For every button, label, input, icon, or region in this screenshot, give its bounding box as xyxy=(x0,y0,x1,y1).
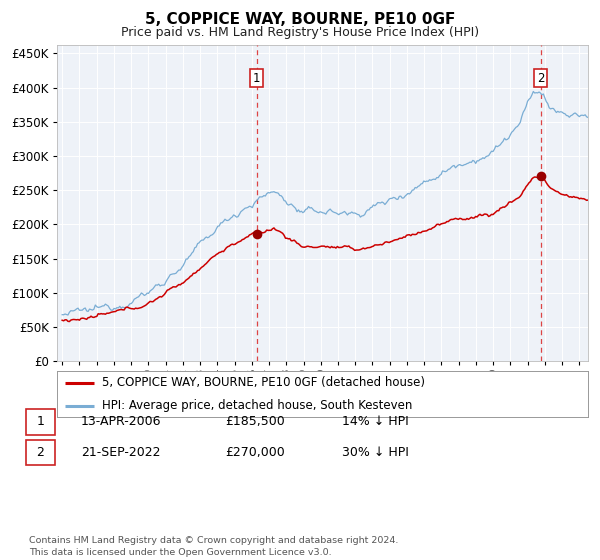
Text: £185,500: £185,500 xyxy=(225,415,285,428)
Text: Contains HM Land Registry data © Crown copyright and database right 2024.
This d: Contains HM Land Registry data © Crown c… xyxy=(29,536,398,557)
Text: 1: 1 xyxy=(253,72,260,85)
Text: 13-APR-2006: 13-APR-2006 xyxy=(81,415,161,428)
Text: 2: 2 xyxy=(36,446,44,459)
Text: 14% ↓ HPI: 14% ↓ HPI xyxy=(342,415,409,428)
Text: 30% ↓ HPI: 30% ↓ HPI xyxy=(342,446,409,459)
Text: 5, COPPICE WAY, BOURNE, PE10 0GF: 5, COPPICE WAY, BOURNE, PE10 0GF xyxy=(145,12,455,27)
Text: £270,000: £270,000 xyxy=(225,446,285,459)
Text: Price paid vs. HM Land Registry's House Price Index (HPI): Price paid vs. HM Land Registry's House … xyxy=(121,26,479,39)
Text: HPI: Average price, detached house, South Kesteven: HPI: Average price, detached house, Sout… xyxy=(102,399,413,412)
Text: 2: 2 xyxy=(537,72,544,85)
Text: 21-SEP-2022: 21-SEP-2022 xyxy=(81,446,161,459)
Text: 5, COPPICE WAY, BOURNE, PE10 0GF (detached house): 5, COPPICE WAY, BOURNE, PE10 0GF (detach… xyxy=(102,376,425,389)
Text: 1: 1 xyxy=(36,415,44,428)
